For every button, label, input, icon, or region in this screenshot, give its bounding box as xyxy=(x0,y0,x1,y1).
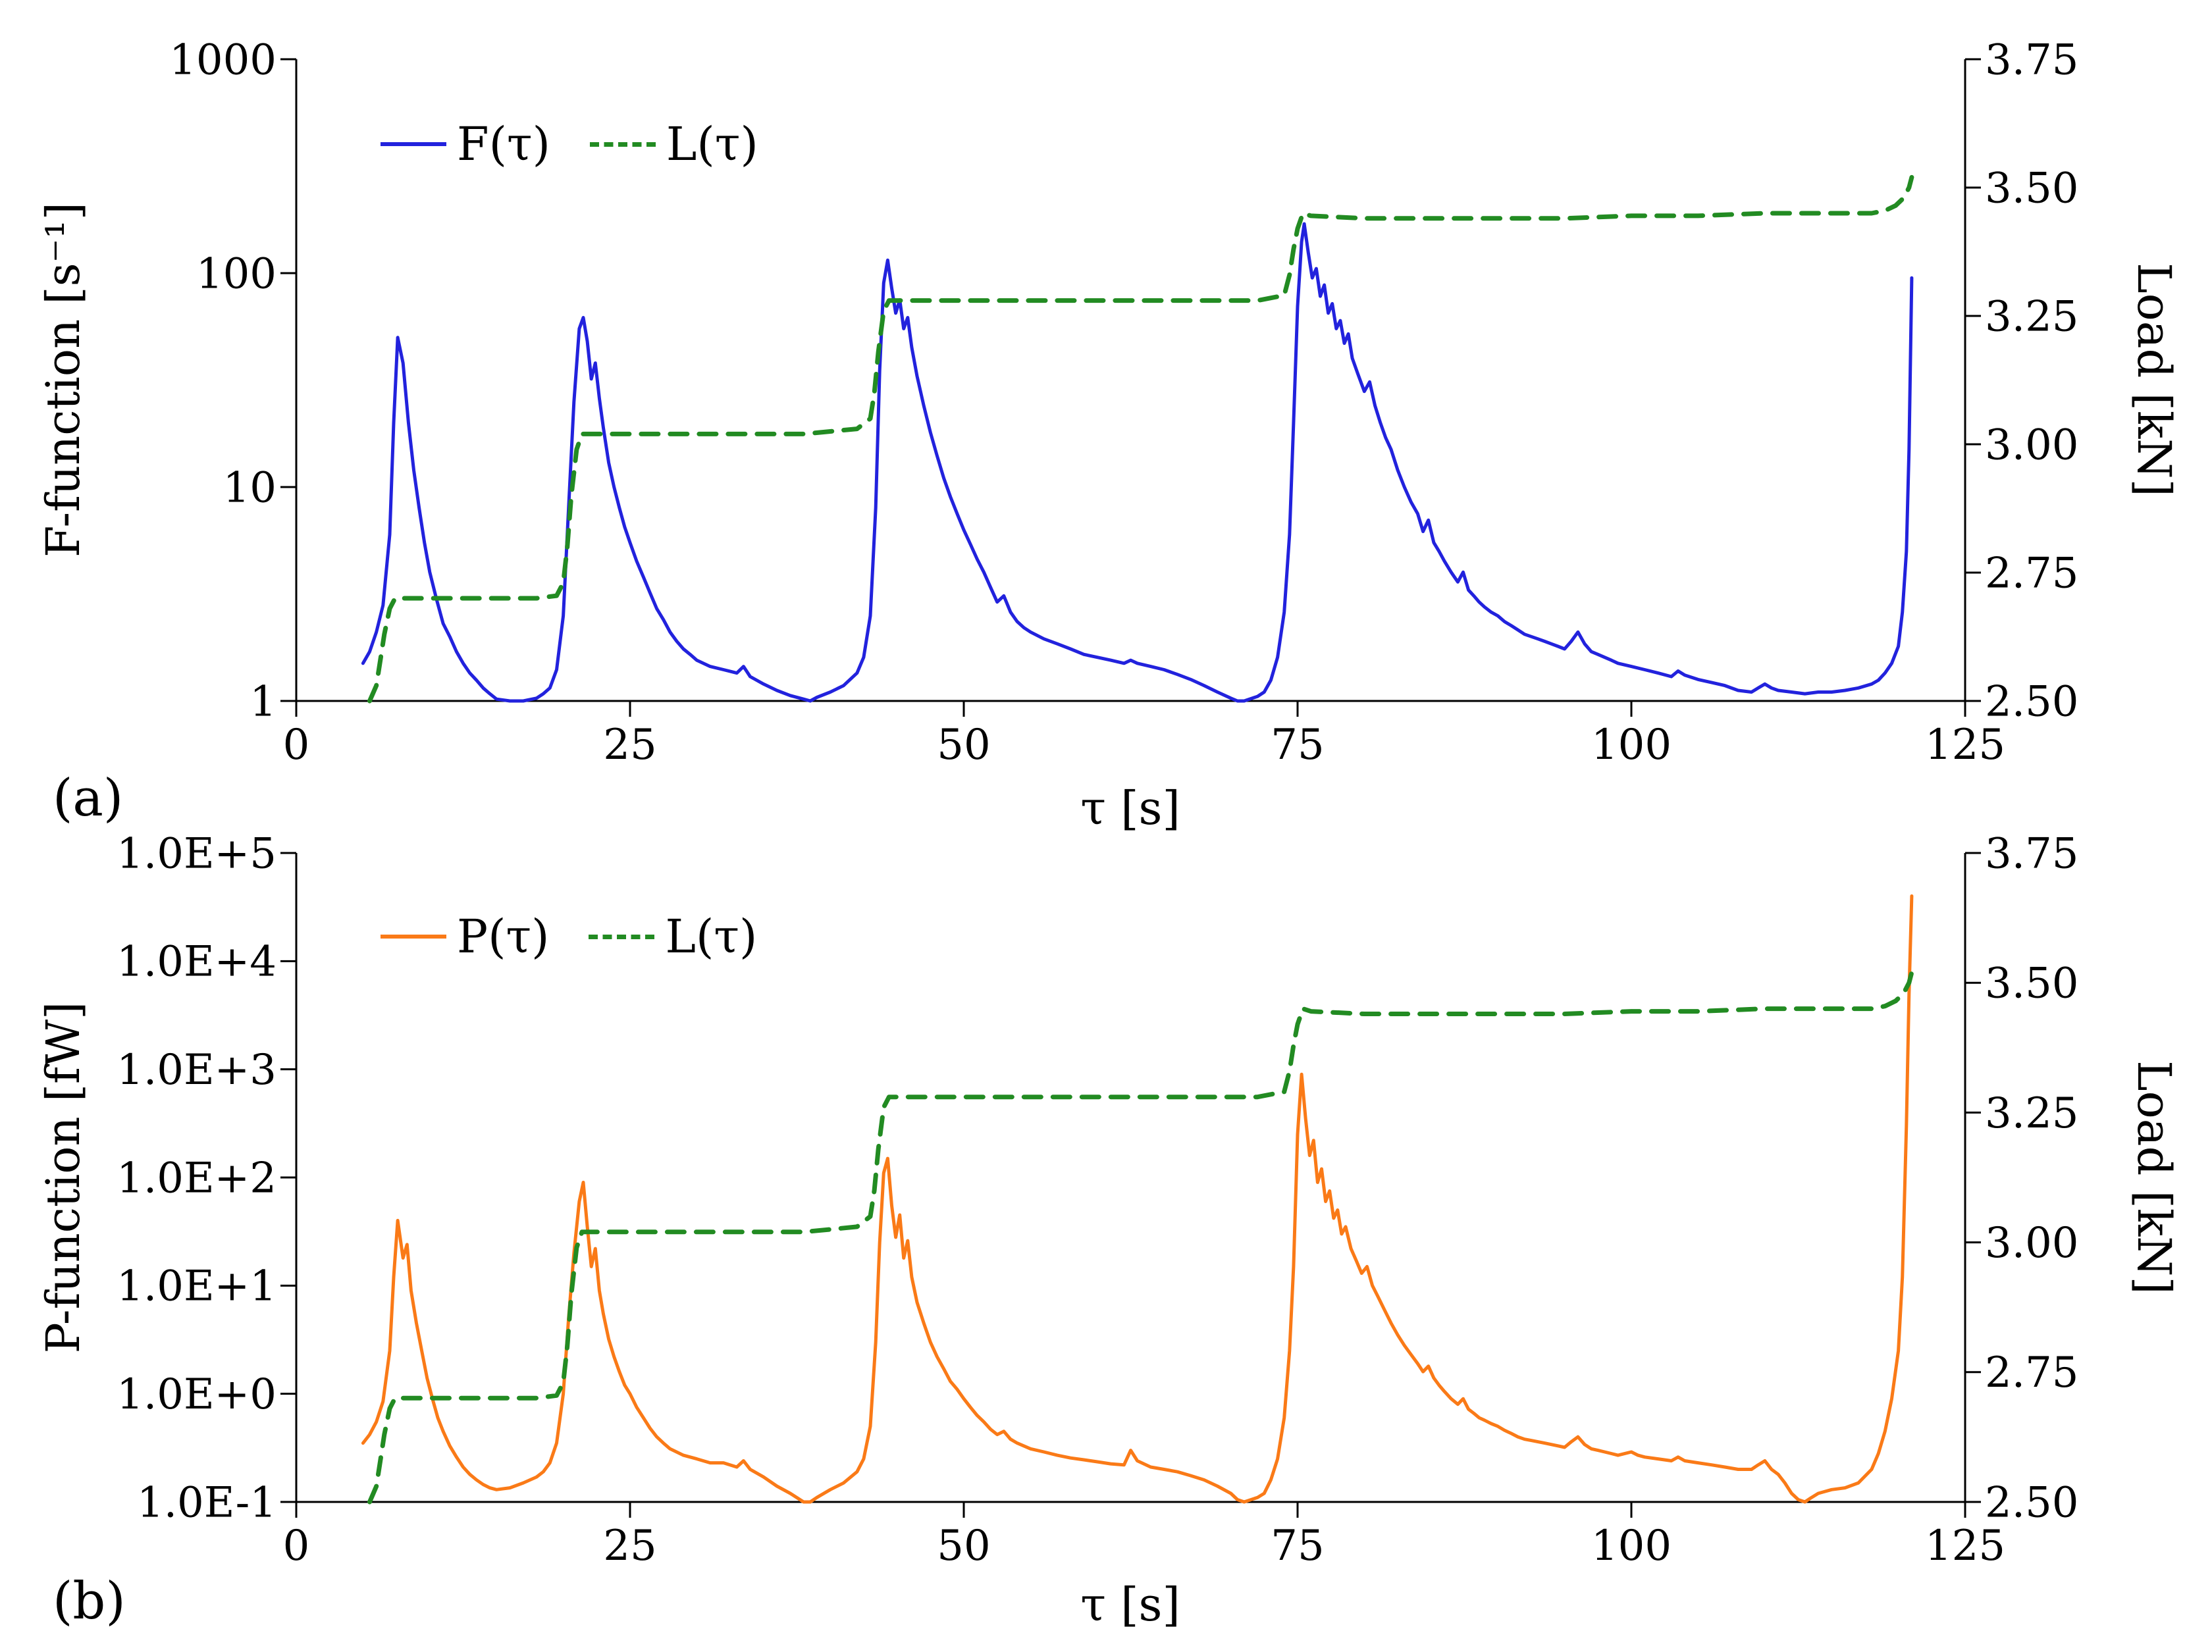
x-tick-label: 125 xyxy=(1925,1522,2005,1570)
y-left-tick-label: 1.0E+5 xyxy=(117,829,276,878)
y-left-tick-label: 1.0E+4 xyxy=(117,938,276,987)
y-left-tick-label: 1.0E+2 xyxy=(117,1154,276,1202)
y-right-tick-label: 3.75 xyxy=(1985,829,2079,878)
y-left-tick-label: 1 xyxy=(250,677,276,726)
y-right-tick-label: 2.75 xyxy=(1985,549,2079,598)
legend-line-l-dashed-a xyxy=(589,142,656,147)
y-right-tick-label: 3.25 xyxy=(1985,1089,2079,1138)
y-right-tick-label: 3.00 xyxy=(1985,421,2079,469)
series-P(τ) xyxy=(361,894,1914,1504)
x-tick-label: 75 xyxy=(1271,721,1324,769)
x-tick-label: 0 xyxy=(283,721,310,769)
y-left-tick-label: 10 xyxy=(223,463,276,512)
x-tick-label: 50 xyxy=(937,1522,990,1570)
y-left-tick-label: 1.0E-1 xyxy=(137,1478,276,1527)
series-L(τ) xyxy=(367,969,1914,1505)
legend-label-f: F(τ) xyxy=(457,117,550,171)
y-axis-label-f-function: F-function [s⁻¹] xyxy=(36,202,90,557)
panel-label-b: (b) xyxy=(53,1572,126,1631)
y-left-tick-label: 1000 xyxy=(169,36,276,84)
legend-line-p-solid xyxy=(381,935,446,939)
series-L(τ) xyxy=(367,174,1914,704)
x-tick-label: 25 xyxy=(603,1522,656,1570)
legend-line-f-solid xyxy=(381,142,446,146)
x-axis-label-a: τ [s] xyxy=(1080,781,1180,835)
y-left-tick-label: 1.0E+1 xyxy=(117,1262,276,1311)
y-left-tick-label: 100 xyxy=(196,249,276,298)
y-right-tick-label: 3.25 xyxy=(1985,292,2079,341)
y-left-tick-label: 1.0E+0 xyxy=(117,1370,276,1419)
y-right-tick-label: 3.50 xyxy=(1985,960,2079,1008)
x-tick-label: 0 xyxy=(283,1522,310,1570)
x-tick-label: 75 xyxy=(1271,1522,1324,1570)
x-tick-label: 100 xyxy=(1591,1522,1672,1570)
y-right-tick-label: 2.50 xyxy=(1985,677,2079,726)
y-right-tick-label: 3.75 xyxy=(1985,36,2079,84)
legend-label-l-b: L(τ) xyxy=(665,910,758,964)
y-axis-label-p-function: P-function [fW] xyxy=(36,1001,90,1354)
y-right-tick-label: 3.00 xyxy=(1985,1219,2079,1268)
x-tick-label: 125 xyxy=(1925,721,2005,769)
x-tick-label: 50 xyxy=(937,721,990,769)
legend-label-l-a: L(τ) xyxy=(666,117,758,171)
chart-a: 0 25 50 75 100 125 1 10 100 1000 2.50 2.75 3.00 3.25 3… xyxy=(169,36,2078,769)
y-right-tick-label: 2.75 xyxy=(1985,1349,2079,1397)
y-left-tick-label: 1.0E+3 xyxy=(117,1046,276,1095)
legend-b: P(τ) L(τ) xyxy=(381,910,757,964)
x-tick-label: 25 xyxy=(603,721,656,769)
series-F(τ) xyxy=(361,222,1914,703)
legend-a: F(τ) L(τ) xyxy=(381,117,758,171)
y-right-tick-label: 3.50 xyxy=(1985,164,2079,213)
y-right-tick-label: 2.50 xyxy=(1985,1478,2079,1527)
legend-line-l-dashed-b xyxy=(589,934,655,939)
y-axis-label-load-a: Load [kN] xyxy=(2127,263,2181,497)
y-axis-label-load-b: Load [kN] xyxy=(2127,1060,2181,1295)
x-axis-label-b: τ [s] xyxy=(1080,1578,1180,1632)
chart-b: 0 25 50 75 100 125 1.0E-1 1.0E+0 1.0E+1 1.0E+2 1.0… xyxy=(117,829,2078,1570)
x-tick-label: 100 xyxy=(1591,721,1672,769)
legend-label-p: P(τ) xyxy=(457,910,550,964)
panel-label-a: (a) xyxy=(53,769,124,828)
